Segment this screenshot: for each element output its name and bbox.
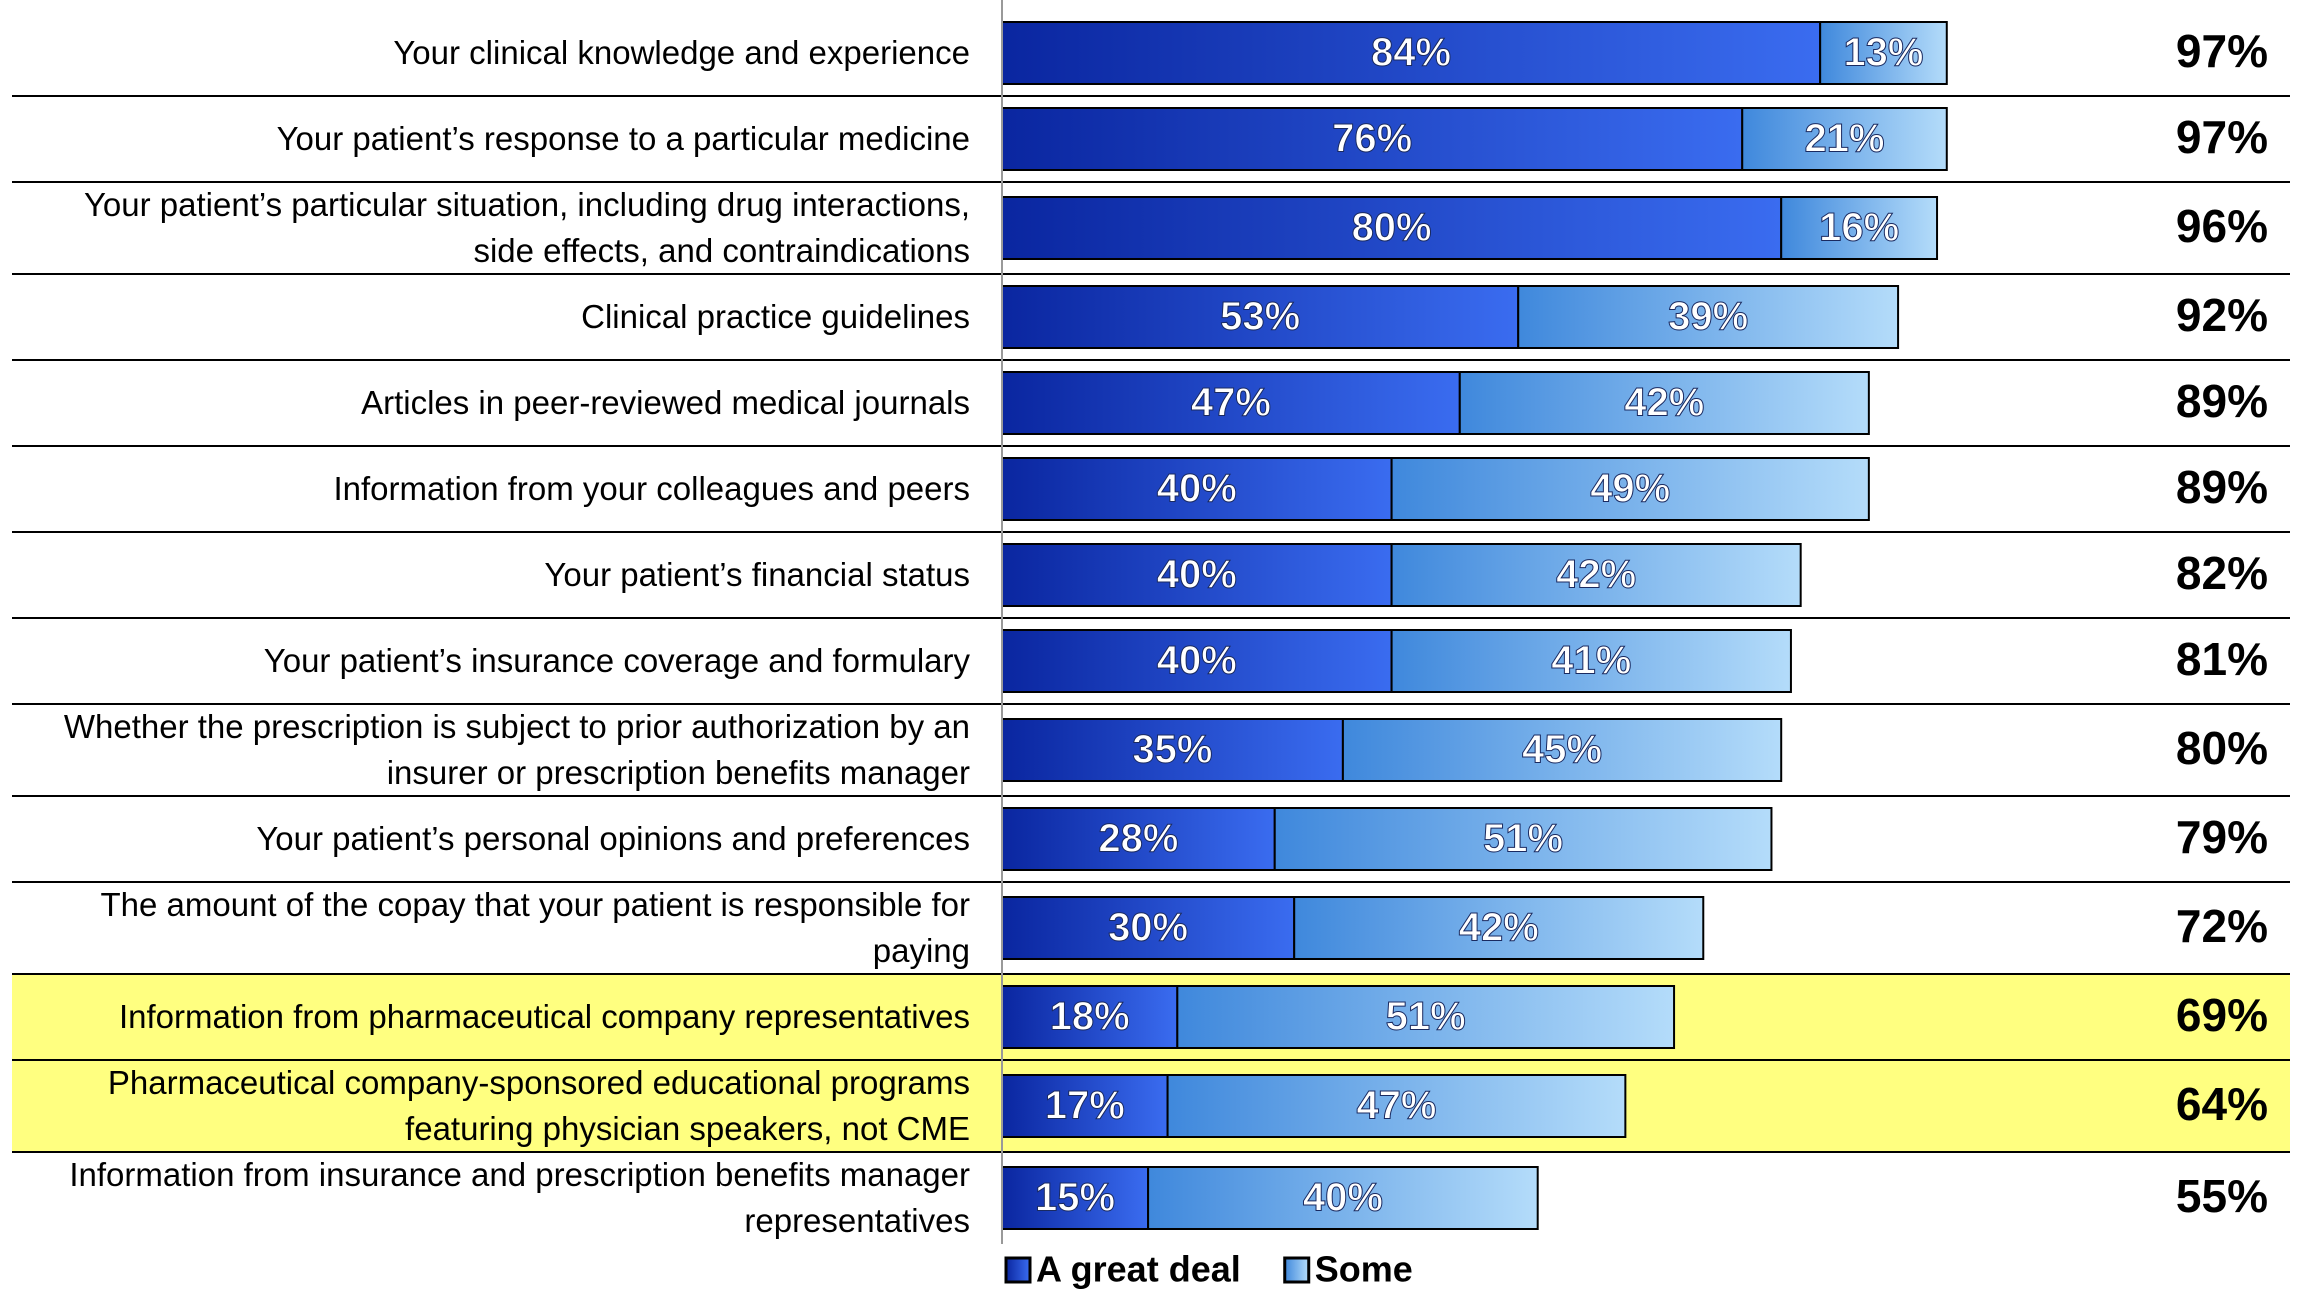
bar-value-label: 51%: [1483, 817, 1563, 861]
total-label: 89%: [2176, 375, 2268, 427]
bar-value-label: 16%: [1819, 206, 1899, 250]
total-label: 55%: [2176, 1170, 2268, 1222]
bar-segment: [1147, 1166, 1539, 1230]
legend-swatch: [1283, 1256, 1311, 1284]
bar-value-label: 35%: [1132, 728, 1212, 772]
bar-segment: [1293, 896, 1705, 960]
category-label: Articles in peer-reviewed medical journa…: [361, 384, 970, 421]
total-label: 96%: [2176, 200, 2268, 252]
bar-segment: [1390, 629, 1792, 693]
category-label: Whether the prescription is subject to p…: [63, 708, 970, 791]
bar-segment: [1176, 985, 1676, 1049]
total-label: 92%: [2176, 289, 2268, 341]
bar-value-label: 40%: [1157, 639, 1237, 683]
total-label: 97%: [2176, 25, 2268, 77]
bar-segment: [1341, 718, 1783, 782]
category-label: The amount of the copay that your patien…: [100, 886, 970, 969]
category-label: Your patient’s particular situation, inc…: [83, 186, 970, 269]
legend-label: A great deal: [1036, 1249, 1241, 1290]
bar-segment: [1390, 543, 1802, 607]
bar-value-label: 18%: [1050, 995, 1130, 1039]
legend-swatch: [1004, 1256, 1032, 1284]
bar-segment: [1166, 1074, 1627, 1138]
category-label: Pharmaceutical company-sponsored educati…: [107, 1064, 970, 1147]
category-label: Your patient’s response to a particular …: [276, 120, 970, 157]
bar-value-label: 28%: [1098, 817, 1178, 861]
total-label: 97%: [2176, 111, 2268, 163]
bar-value-label: 42%: [1459, 906, 1539, 950]
bar-segment: [1001, 1166, 1150, 1230]
total-label: 64%: [2176, 1078, 2268, 1130]
bar-value-label: 84%: [1371, 31, 1451, 75]
bar-value-label: 39%: [1668, 295, 1748, 339]
bar-value-label: 45%: [1522, 728, 1602, 772]
bar-value-label: 40%: [1303, 1176, 1383, 1220]
total-label: 89%: [2176, 461, 2268, 513]
bar-segment: [1390, 457, 1870, 521]
bar-segment: [1273, 807, 1773, 871]
category-label: Your patient’s financial status: [544, 556, 970, 593]
bar-value-label: 80%: [1352, 206, 1432, 250]
bar-value-label: 51%: [1386, 995, 1466, 1039]
bar-value-label: 21%: [1804, 117, 1884, 161]
bar-value-label: 13%: [1843, 31, 1923, 75]
total-label: 82%: [2176, 547, 2268, 599]
bar-value-label: 30%: [1108, 906, 1188, 950]
bar-segment: [1001, 371, 1461, 435]
bar-segment: [1001, 196, 1783, 260]
bar-value-label: 40%: [1157, 553, 1237, 597]
category-label: Information from insurance and prescript…: [69, 1156, 970, 1239]
bar-value-label: 17%: [1045, 1084, 1125, 1128]
category-label: Information from your colleagues and pee…: [333, 470, 970, 507]
bar-segment: [1001, 718, 1344, 782]
total-label: 79%: [2176, 811, 2268, 863]
bar-segment: [1001, 1074, 1169, 1138]
total-label: 81%: [2176, 633, 2268, 685]
bar-segment: [1819, 21, 1948, 85]
bar-value-label: 49%: [1590, 467, 1670, 511]
bar-value-label: 41%: [1551, 639, 1631, 683]
bar-value-label: 47%: [1356, 1084, 1436, 1128]
bar-value-label: 53%: [1220, 295, 1300, 339]
category-label: Information from pharmaceutical company …: [118, 998, 970, 1035]
bar-value-label: 15%: [1035, 1176, 1115, 1220]
bar-value-label: 76%: [1332, 117, 1412, 161]
category-label: Your clinical knowledge and experience: [393, 34, 970, 71]
bar-value-label: 42%: [1624, 381, 1704, 425]
bar-segment: [1001, 896, 1296, 960]
total-label: 80%: [2176, 722, 2268, 774]
total-label: 69%: [2176, 989, 2268, 1041]
legend-label: Some: [1315, 1249, 1413, 1290]
bar-value-label: 40%: [1157, 467, 1237, 511]
bar-segment: [1458, 371, 1870, 435]
bar-segment: [1517, 285, 1900, 349]
total-label: 72%: [2176, 900, 2268, 952]
category-label: Your patient’s insurance coverage and fo…: [263, 642, 970, 679]
bar-segment: [1780, 196, 1939, 260]
category-label: Clinical practice guidelines: [581, 298, 970, 335]
category-label: Your patient’s personal opinions and pre…: [256, 820, 970, 857]
bar-segment: [1001, 629, 1393, 693]
bar-segment: [1741, 107, 1948, 171]
bar-value-label: 47%: [1191, 381, 1271, 425]
bar-value-label: 42%: [1556, 553, 1636, 597]
